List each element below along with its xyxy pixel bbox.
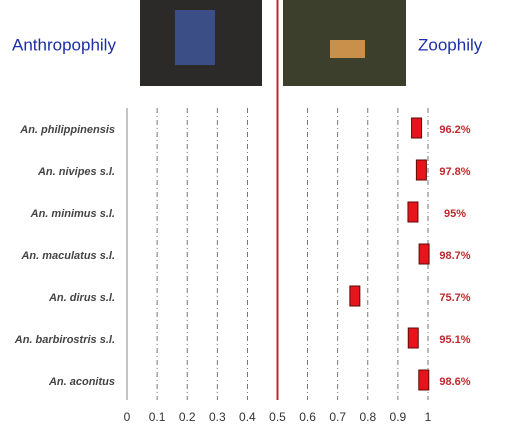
marker (418, 369, 430, 391)
category-label: An. nivipes s.l. (37, 166, 115, 178)
x-tick-label: 0.2 (179, 410, 196, 424)
value-label: 96.2% (439, 124, 470, 136)
x-tick-label: 0.4 (239, 410, 256, 424)
category-label: An. philippinensis (19, 124, 115, 136)
value-label: 75.7% (439, 292, 470, 304)
category-label: An. maculatus s.l. (20, 250, 115, 262)
x-tick-label: 0.6 (299, 410, 316, 424)
value-label: 98.7% (439, 250, 470, 262)
x-tick-label: 0 (124, 410, 131, 424)
category-label: An. minimus s.l. (30, 208, 115, 220)
x-tick-label: 1 (425, 410, 432, 424)
value-label: 95% (444, 208, 466, 220)
anthropophily-label: Anthropophily (12, 35, 116, 54)
x-tick-label: 0.1 (149, 410, 166, 424)
photo-figure (175, 10, 215, 65)
x-tick-label: 0.9 (390, 410, 407, 424)
photo-figure (330, 40, 365, 58)
value-label: 98.6% (439, 376, 470, 388)
x-tick-label: 0.5 (269, 410, 286, 424)
category-label: An. aconitus (48, 376, 115, 388)
zoophily-label: Zoophily (418, 35, 483, 54)
x-tick-label: 0.3 (209, 410, 226, 424)
marker (407, 327, 419, 349)
marker (349, 285, 361, 307)
value-label: 95.1% (439, 334, 470, 346)
value-label: 97.8% (439, 166, 470, 178)
category-label: An. dirus s.l. (48, 292, 115, 304)
marker (411, 117, 423, 139)
marker (415, 159, 427, 181)
category-label: An. barbirostris s.l. (14, 334, 115, 346)
marker (407, 201, 419, 223)
x-tick-label: 0.7 (329, 410, 346, 424)
marker (418, 243, 430, 265)
x-tick-label: 0.8 (359, 410, 376, 424)
